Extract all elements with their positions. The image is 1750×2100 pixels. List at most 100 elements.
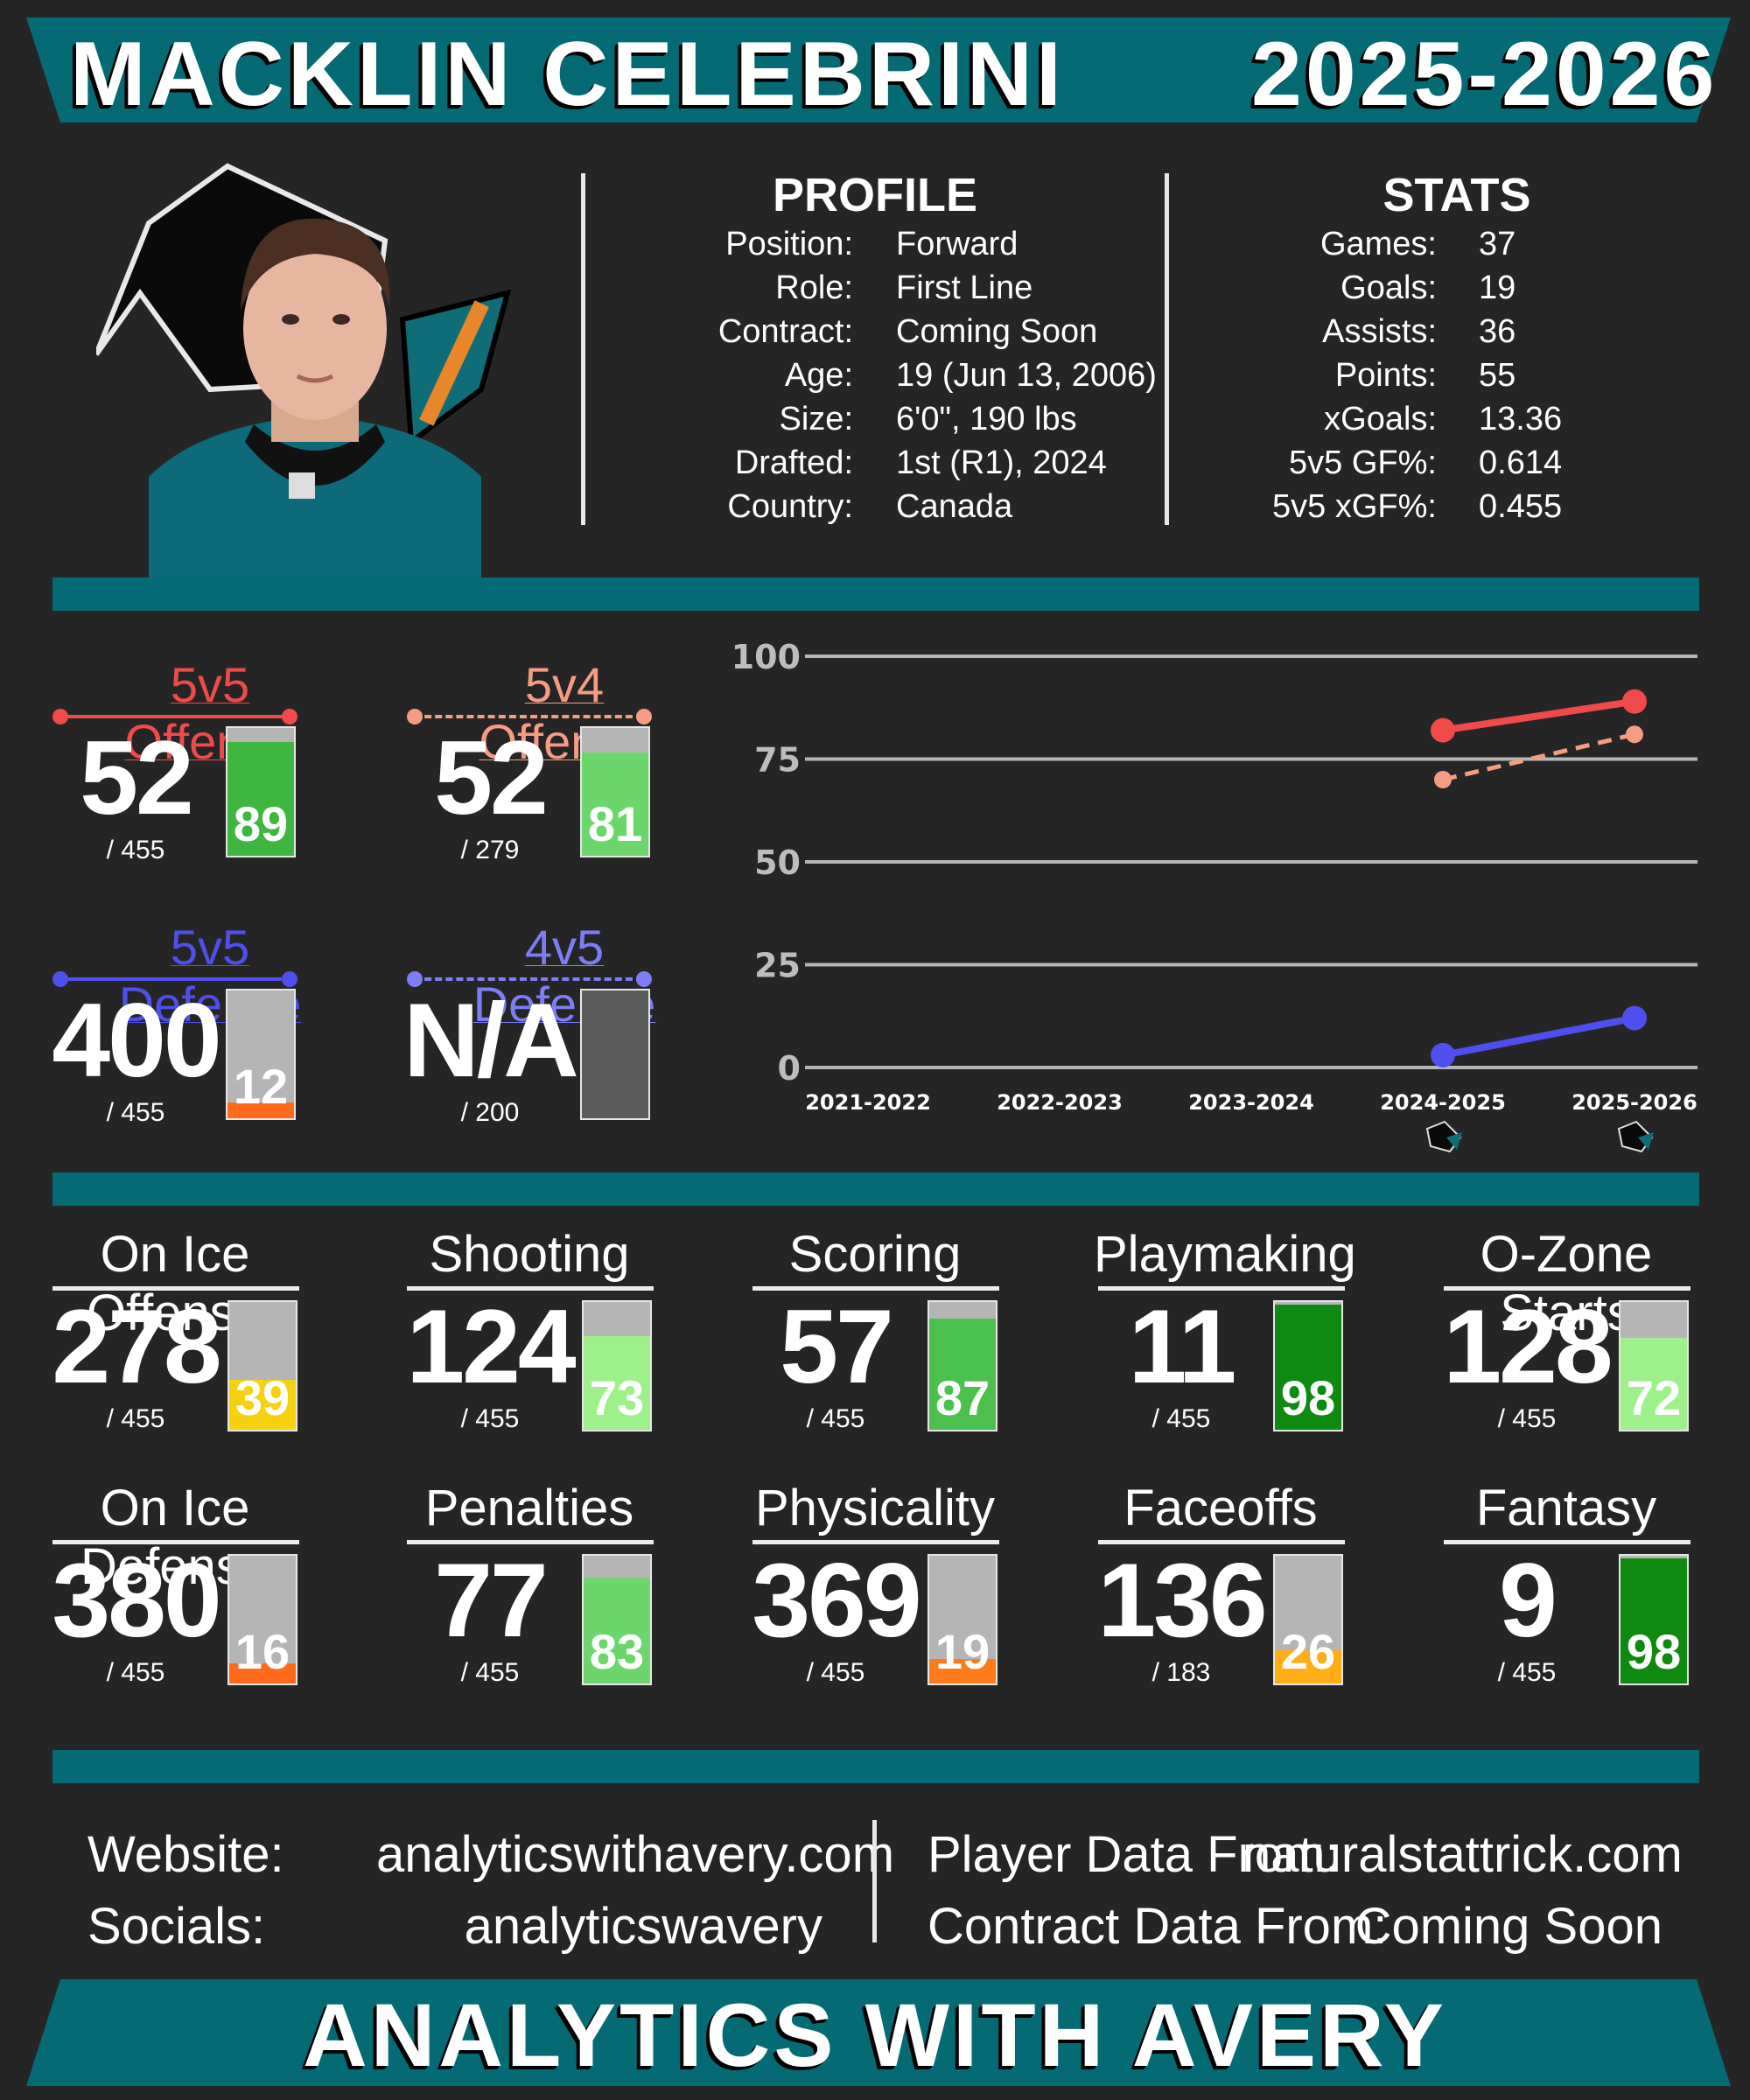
category-out-of: / 455: [806, 1658, 865, 1687]
stat-label: xGoals:: [1324, 401, 1437, 438]
category-out-of: / 455: [806, 1404, 865, 1433]
category-label: Playmaking: [1094, 1226, 1356, 1283]
data-point: [1434, 771, 1452, 788]
category-underline: [52, 1286, 299, 1291]
percentile-bar-fill: [1620, 1337, 1687, 1430]
percentile-value: 16: [234, 1624, 290, 1679]
category-underline: [752, 1286, 999, 1291]
series-line: [1442, 697, 1635, 734]
player-name: MACKLIN CELEBRINI: [70, 24, 1065, 125]
metric-rank: 52: [80, 719, 193, 836]
percentile-bar: 98: [1619, 1554, 1689, 1685]
player-data-label: Player Data From:: [928, 1826, 1340, 1883]
player-photo: [96, 163, 512, 578]
metric-underline: [60, 977, 289, 981]
percentile-bar: 16: [228, 1554, 298, 1685]
category-out-of: / 455: [1152, 1404, 1211, 1433]
category-label: Scoring: [788, 1226, 962, 1283]
profile-field-label: Role:: [775, 270, 853, 306]
metric-rank: 400: [52, 982, 221, 1099]
percentile-bar: 81: [580, 726, 650, 858]
percentile-bar-fill: [582, 752, 648, 856]
stat-value: 19: [1479, 270, 1516, 306]
profile-field-label: Country:: [727, 488, 853, 525]
socials-handle[interactable]: analyticswavery: [464, 1898, 822, 1955]
profile-field-label: Drafted:: [734, 444, 853, 481]
percentile-bar-fill: [584, 1577, 650, 1684]
stat-label: Games:: [1320, 226, 1437, 262]
category-out-of: / 455: [1497, 1658, 1557, 1687]
player-data-source[interactable]: naturalstattrick.com: [1242, 1826, 1683, 1883]
percentile-bar-fill: [228, 742, 294, 856]
stat-label: 5v5 xGF%:: [1272, 488, 1437, 525]
metric-underline-dot: [282, 709, 298, 724]
category-label: Physicality: [755, 1480, 995, 1536]
data-point: [1622, 689, 1647, 714]
section-divider: [52, 1750, 1699, 1783]
category-rank: 380: [52, 1542, 221, 1659]
stat-value: 13.36: [1479, 401, 1563, 438]
y-tick-label: 25: [754, 947, 801, 985]
category-rank: 9: [1499, 1542, 1558, 1659]
x-tick-label: 2022-2023: [997, 1090, 1123, 1115]
category-underline: [1444, 1540, 1690, 1544]
percentile-bar: 72: [1619, 1300, 1689, 1432]
stat-value: 37: [1479, 226, 1516, 262]
category-rank: 57: [780, 1288, 893, 1405]
brand-title: ANALYTICS WITH AVERY: [303, 1985, 1447, 2085]
category-rank: 278: [52, 1288, 221, 1405]
contract-data-label: Contract Data From:: [928, 1898, 1388, 1955]
y-tick-label: 100: [732, 638, 801, 676]
percentile-bar-fill: [229, 1380, 296, 1430]
stat-value: 0.455: [1479, 488, 1563, 525]
section-divider: [52, 1172, 1699, 1206]
category-rank: 77: [434, 1542, 548, 1659]
x-tick-label: 2025-2026: [1572, 1090, 1698, 1115]
category-underline: [407, 1540, 654, 1544]
metric-out-of: / 455: [106, 1098, 165, 1127]
percentile-bar-fill: [929, 1318, 996, 1430]
percentile-bar: 89: [226, 726, 296, 858]
metric-underline-dot: [636, 709, 652, 724]
contract-data-source: Coming Soon: [1354, 1898, 1662, 1955]
profile-field-value: 1st (R1), 2024: [896, 444, 1107, 481]
metric-out-of: / 200: [460, 1098, 520, 1127]
data-point: [1431, 1042, 1455, 1068]
metric-out-of: / 455: [106, 836, 165, 864]
percentile-value: 98: [1626, 1624, 1682, 1679]
category-underline: [752, 1540, 999, 1544]
percentile-bar: [580, 989, 650, 1120]
section-divider: [52, 578, 1699, 611]
category-out-of: / 455: [460, 1658, 520, 1687]
percentile-bar-fill: [228, 1102, 294, 1118]
metric-underline-dot: [636, 971, 652, 987]
percentile-bar-fill: [229, 1662, 296, 1684]
category-label: Faceoffs: [1124, 1480, 1318, 1536]
percentile-value: 89: [233, 796, 289, 851]
data-point: [1622, 1005, 1647, 1031]
category-label: Fantasy: [1475, 1480, 1657, 1536]
profile-field-value: First Line: [896, 270, 1033, 306]
category-out-of: / 455: [460, 1404, 520, 1433]
title-banner: [26, 18, 1731, 122]
profile-heading: PROFILE: [772, 169, 977, 221]
percentile-value: 26: [1280, 1624, 1336, 1679]
stat-label: 5v5 GF%:: [1289, 444, 1437, 481]
metric-underline-dot: [52, 971, 68, 987]
series-line: [1442, 1014, 1635, 1059]
profile-field-value: Canada: [896, 488, 1013, 525]
category-underline: [1098, 1286, 1345, 1291]
data-point: [1626, 725, 1643, 744]
category-out-of: / 183: [1152, 1658, 1211, 1687]
data-point: [1431, 718, 1455, 743]
percentile-value: 72: [1626, 1370, 1682, 1425]
website-link[interactable]: analyticswithavery.com: [376, 1826, 895, 1883]
category-underline: [1444, 1286, 1690, 1291]
percentile-bar-fill: [584, 1336, 650, 1430]
stat-label: Assists:: [1322, 313, 1437, 350]
percentile-value: 19: [934, 1624, 990, 1679]
website-label: Website:: [88, 1826, 284, 1883]
percentile-bar: 19: [928, 1554, 998, 1685]
profile-field-value: 19 (Jun 13, 2006): [896, 357, 1157, 394]
